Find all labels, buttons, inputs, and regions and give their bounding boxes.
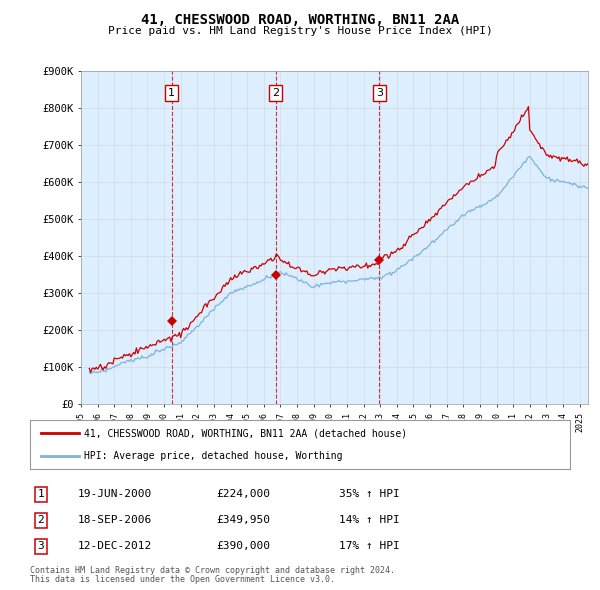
Text: This data is licensed under the Open Government Licence v3.0.: This data is licensed under the Open Gov… — [30, 575, 335, 584]
Text: 41, CHESSWOOD ROAD, WORTHING, BN11 2AA: 41, CHESSWOOD ROAD, WORTHING, BN11 2AA — [141, 13, 459, 27]
Text: 19-JUN-2000: 19-JUN-2000 — [78, 490, 152, 499]
Text: 14% ↑ HPI: 14% ↑ HPI — [339, 516, 400, 525]
Text: 2: 2 — [272, 88, 279, 98]
Text: 41, CHESSWOOD ROAD, WORTHING, BN11 2AA (detached house): 41, CHESSWOOD ROAD, WORTHING, BN11 2AA (… — [84, 428, 407, 438]
Text: Price paid vs. HM Land Registry's House Price Index (HPI): Price paid vs. HM Land Registry's House … — [107, 26, 493, 36]
Text: 18-SEP-2006: 18-SEP-2006 — [78, 516, 152, 525]
Text: 12-DEC-2012: 12-DEC-2012 — [78, 542, 152, 551]
Text: 35% ↑ HPI: 35% ↑ HPI — [339, 490, 400, 499]
Text: HPI: Average price, detached house, Worthing: HPI: Average price, detached house, Wort… — [84, 451, 343, 461]
Text: £390,000: £390,000 — [216, 542, 270, 551]
Text: 1: 1 — [37, 490, 44, 499]
Text: 1: 1 — [168, 88, 175, 98]
Text: 3: 3 — [376, 88, 383, 98]
Text: 17% ↑ HPI: 17% ↑ HPI — [339, 542, 400, 551]
Text: 3: 3 — [37, 542, 44, 551]
Text: £349,950: £349,950 — [216, 516, 270, 525]
Text: 2: 2 — [37, 516, 44, 525]
Text: £224,000: £224,000 — [216, 490, 270, 499]
Text: Contains HM Land Registry data © Crown copyright and database right 2024.: Contains HM Land Registry data © Crown c… — [30, 566, 395, 575]
